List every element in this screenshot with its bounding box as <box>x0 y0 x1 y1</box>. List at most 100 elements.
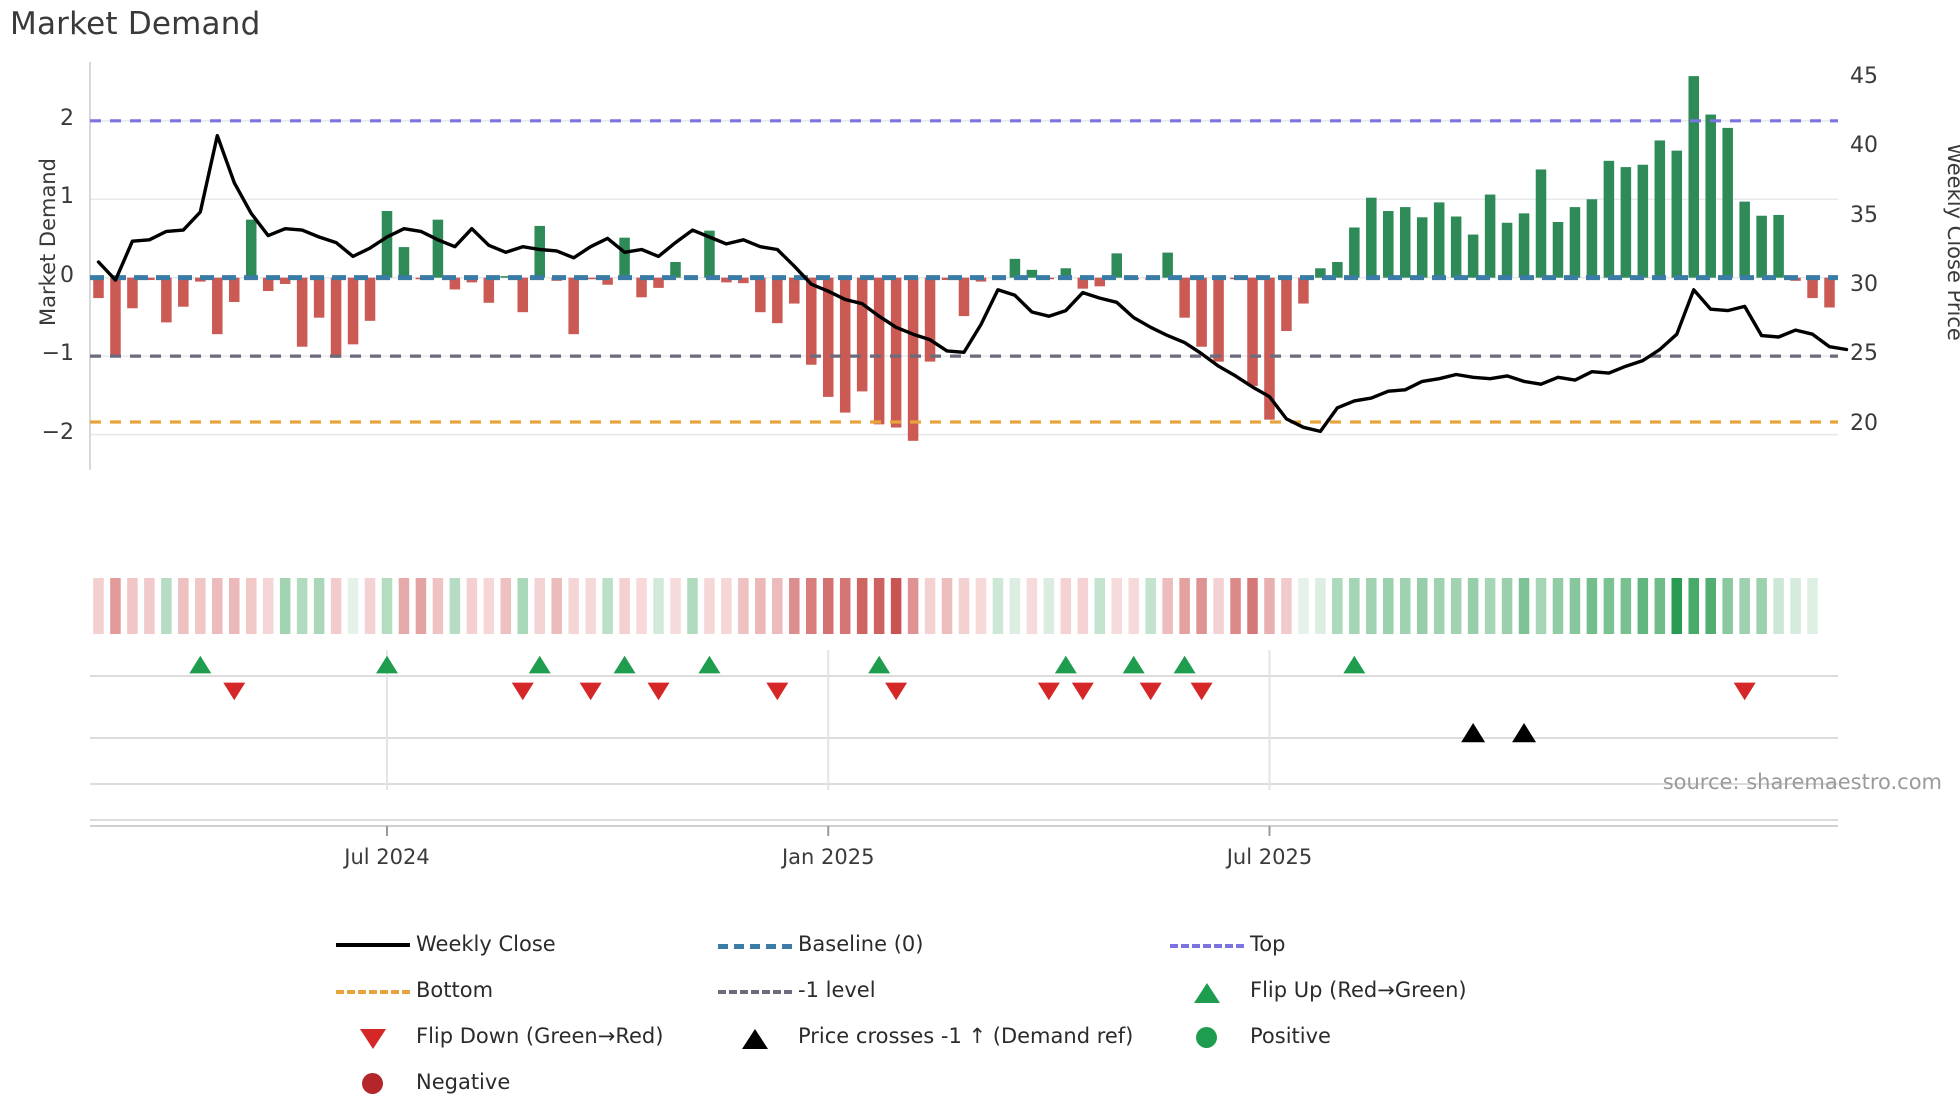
heat-strip-cell <box>330 578 342 634</box>
heat-strip-cell <box>178 578 189 634</box>
demand-bar-negative <box>772 277 783 324</box>
legend-item: Bottom <box>330 971 712 1009</box>
demand-bar-negative <box>1807 277 1818 299</box>
heat-strip-cell <box>1790 578 1801 634</box>
legend-item-label: Flip Up (Red→Green) <box>1250 978 1467 1002</box>
heat-strip-cell <box>1603 578 1615 634</box>
heat-strip-cell <box>1077 578 1089 634</box>
heat-strip-cell <box>1264 578 1275 634</box>
flip-down-marker <box>511 682 534 701</box>
legend-item: Flip Down (Green→Red) <box>330 1017 712 1055</box>
heat-strip-cell <box>347 578 359 634</box>
flip-down-marker <box>766 682 789 701</box>
flip-up-marker <box>375 655 398 674</box>
heat-strip-cell <box>1501 578 1513 634</box>
flip-up-marker <box>1054 655 1077 674</box>
legend-dotted-icon <box>1164 929 1250 959</box>
legend-line-icon <box>330 929 416 959</box>
demand-bar-negative <box>347 277 359 345</box>
demand-bar-positive <box>381 211 393 278</box>
weekly-close-line <box>96 133 1849 434</box>
heat-strip-cell <box>924 578 936 634</box>
demand-bar-negative <box>1077 277 1089 289</box>
heat-strip-cell <box>1162 578 1173 634</box>
heat-strip-cell <box>992 578 1004 634</box>
legend-item: Weekly Close <box>330 925 712 963</box>
heat-strip-cell <box>296 578 308 634</box>
heat-strip-cell <box>1586 578 1598 634</box>
heat-strip-cell <box>890 578 902 634</box>
heat-strip-cell <box>1026 578 1038 634</box>
legend-item-label: Bottom <box>416 978 494 1002</box>
demand-bar-negative <box>636 277 647 298</box>
demand-bar-negative <box>1213 277 1224 362</box>
heat-strip-cell <box>1009 578 1021 634</box>
heat-strip-cell <box>381 578 393 634</box>
heat-strip-cell <box>1128 578 1139 634</box>
legend-dotted-icon <box>330 975 416 1005</box>
legend-item-label: Negative <box>416 1070 511 1094</box>
heat-strip-cell <box>806 578 817 634</box>
demand-bar-negative <box>279 277 291 284</box>
demand-bar-negative <box>93 277 104 299</box>
demand-bar-negative <box>585 277 596 280</box>
demand-bar-positive <box>1009 258 1021 278</box>
heat-strip-cell <box>1366 578 1377 634</box>
heat-strip-cell <box>772 578 783 634</box>
y-axis-tick-label: −1 <box>41 341 74 367</box>
flip-up-marker <box>698 655 721 674</box>
demand-bar-positive <box>1552 222 1564 278</box>
demand-bar-positive <box>1433 202 1445 278</box>
legend-item-label: Positive <box>1250 1024 1331 1048</box>
heat-strip-cell <box>1145 578 1156 634</box>
heat-strip-cell <box>110 578 121 634</box>
demand-bar-positive <box>1366 197 1377 278</box>
y2-axis-tick-label: 45 <box>1850 63 1878 89</box>
demand-bar-negative <box>212 277 223 335</box>
heat-strip-cell <box>364 578 376 634</box>
demand-bar-positive <box>1569 207 1581 278</box>
heat-strip-cell <box>670 578 681 634</box>
demand-bar-negative <box>822 277 834 397</box>
demand-bar-negative <box>568 277 579 335</box>
demand-bar-positive <box>704 230 715 278</box>
y2-axis-tick-label: 35 <box>1850 202 1878 228</box>
demand-bar-positive <box>1501 222 1513 278</box>
demand-bar-positive <box>245 219 257 278</box>
heat-strip-cell <box>822 578 834 634</box>
heat-strip-cell <box>1298 578 1309 634</box>
demand-bar-positive <box>1399 207 1411 278</box>
heat-strip-cell <box>1688 578 1700 634</box>
demand-bar-negative <box>517 277 529 313</box>
demand-bar-negative <box>1179 277 1190 318</box>
demand-bar-negative <box>1298 277 1309 304</box>
heat-strip-cell <box>432 578 444 634</box>
demand-bar-positive <box>1518 213 1530 278</box>
legend-item-label: -1 level <box>798 978 876 1002</box>
demand-bar-negative <box>1094 277 1106 287</box>
demand-bar-negative <box>330 277 342 358</box>
flip-up-marker <box>189 655 212 674</box>
demand-bar-negative <box>483 277 495 303</box>
heat-strip-cell <box>534 578 545 634</box>
demand-bar-negative <box>873 277 885 425</box>
heat-strip-cell <box>1179 578 1190 634</box>
heat-strip-cell <box>415 578 427 634</box>
demand-bar-negative <box>296 277 308 347</box>
demand-bar-negative <box>907 277 919 441</box>
demand-bar-negative <box>958 277 970 317</box>
flip-down-marker <box>647 682 670 701</box>
heat-strip-cell <box>1807 578 1818 634</box>
heat-strip-cell <box>755 578 766 634</box>
demand-bar-positive <box>1450 216 1462 278</box>
heat-strip-cell <box>449 578 461 634</box>
flip-up-marker <box>613 655 636 674</box>
heat-strip-cell <box>975 578 987 634</box>
demand-bar-negative <box>262 277 274 292</box>
heat-strip-cell <box>1722 578 1733 634</box>
heat-strip-cell <box>1213 578 1224 634</box>
y2-axis-tick-label: 20 <box>1850 410 1878 436</box>
x-axis-tick-label: Jan 2025 <box>781 845 875 869</box>
demand-bar-negative <box>1281 277 1292 332</box>
